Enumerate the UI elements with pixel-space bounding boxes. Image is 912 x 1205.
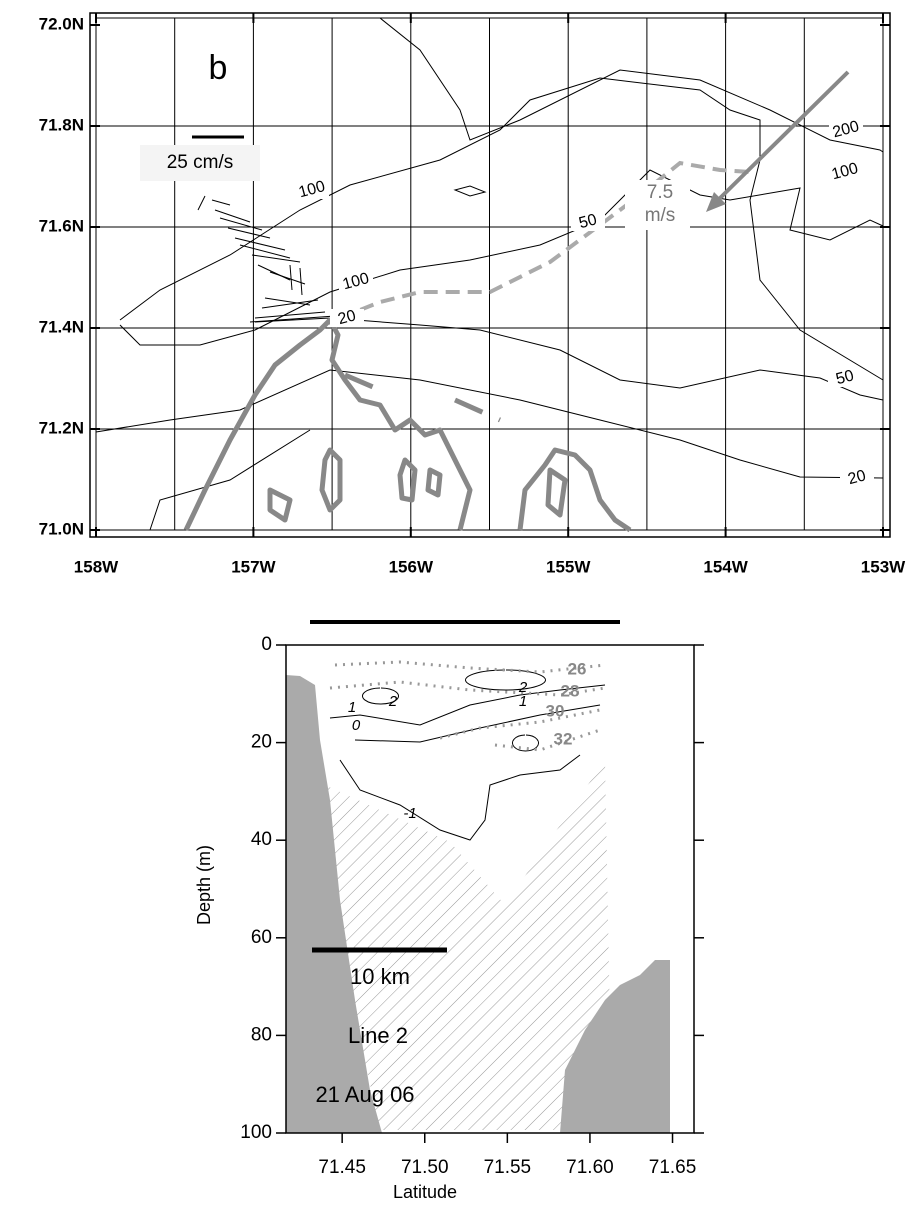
x-tick-label: 153W [861, 557, 906, 576]
salinity-label: 30 [546, 701, 565, 720]
contour-label: 20 [336, 307, 358, 328]
y-tick-label: 71.0N [39, 519, 84, 538]
x-tick-label: 71.65 [649, 1157, 697, 1178]
wind-arrow [710, 70, 850, 208]
x-tick-label: 71.60 [566, 1157, 614, 1178]
annotation: 10 km [350, 964, 410, 989]
bathymetry-right [560, 960, 670, 1133]
annotation: 21 Aug 06 [315, 1082, 414, 1107]
hatched-area [325, 760, 612, 1130]
contour-label: 100 [341, 270, 371, 293]
x-tick-label: 71.50 [401, 1157, 449, 1178]
y-axis-label: Depth (m) [194, 845, 214, 925]
contour-label-bg [840, 469, 874, 487]
panel-label: b [209, 49, 228, 87]
section-contours [329, 660, 606, 841]
x-tick-label: 157W [231, 557, 276, 576]
y-tick-label: 71.8N [39, 115, 84, 134]
contour-label: 1 [519, 693, 527, 710]
contour-label: 50 [577, 211, 599, 232]
y-tick-label: 100 [240, 1122, 272, 1143]
contour-label-bg [829, 121, 863, 139]
contour-label: 100 [830, 160, 860, 183]
x-axis-label: Latitude [393, 1182, 457, 1202]
x-tick-label: 155W [546, 557, 591, 576]
contour-label: 200 [831, 118, 861, 141]
annotation: Line 2 [348, 1023, 408, 1048]
salinity-label: 26 [568, 659, 587, 678]
section-frame [285, 644, 695, 1134]
x-tick-label: 71.55 [484, 1157, 532, 1178]
scale-box [140, 145, 260, 181]
contour-label: 50 [834, 367, 856, 388]
scale-label: 25 cm/s [167, 152, 234, 173]
contour-label-bg [295, 181, 329, 199]
contour-label-bg [828, 369, 862, 387]
y-tick-label: 71.2N [39, 418, 84, 437]
salinity-label: 28 [561, 681, 580, 700]
x-tick-label: 158W [74, 557, 119, 576]
contour-label-bg [571, 213, 605, 231]
contour-label: 1 [348, 699, 356, 716]
wind-label-box [625, 180, 690, 230]
wind-label: 7.5 m/s [645, 182, 676, 226]
wind-arrow-head [706, 192, 726, 212]
contour-label-bg [330, 309, 364, 327]
contour-label: 2 [518, 679, 528, 696]
map-frame [89, 12, 891, 538]
y-tick-label: 40 [251, 829, 272, 850]
contour-label: 2 [388, 693, 398, 710]
y-tick-label: 72.0N [39, 14, 84, 33]
track [339, 160, 751, 320]
x-tick-label: 71.45 [318, 1157, 366, 1178]
y-tick-label: 20 [251, 732, 272, 753]
y-tick-label: 0 [261, 634, 272, 655]
y-tick-label: 60 [251, 927, 272, 948]
x-tick-label: 156W [389, 557, 434, 576]
coastline [183, 317, 632, 533]
contour-label: 100 [297, 178, 327, 201]
contour-label: 0 [352, 717, 361, 734]
y-tick-label: 80 [251, 1024, 272, 1045]
salinity-label: 32 [554, 729, 573, 748]
x-tick-label: 154W [703, 557, 748, 576]
contour-label: 20 [846, 467, 868, 488]
current-vectors [197, 195, 336, 323]
contour-label-bg [828, 163, 862, 181]
y-tick-label: 71.4N [39, 317, 84, 336]
contour-label-bg [339, 273, 373, 291]
contour-label: -1 [403, 805, 416, 822]
bathymetry-left [286, 675, 382, 1133]
y-tick-label: 71.6N [39, 216, 84, 235]
